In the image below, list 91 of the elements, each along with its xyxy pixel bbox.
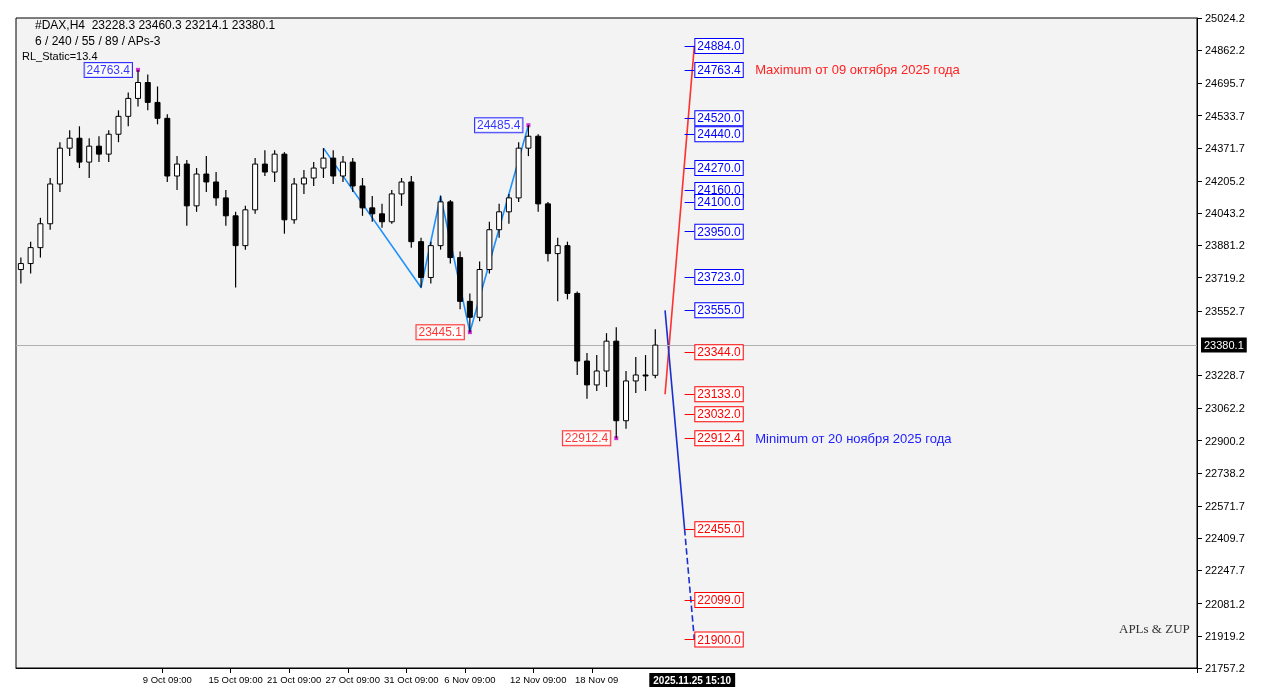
x-tick-label: 12 Nov 09:00 <box>509 673 567 685</box>
y-tick-label: 24533.7 <box>1205 109 1245 122</box>
candlestick <box>379 203 386 229</box>
y-tick-label: 23881.2 <box>1205 239 1245 252</box>
candlestick <box>154 85 161 125</box>
y-tick-label: 23062.2 <box>1205 402 1245 415</box>
ref-line-label: 22099.0 <box>697 593 742 607</box>
chart-title: #DAX,H4 23228.3 23460.3 23214.1 23380.1 <box>35 18 276 32</box>
data-label: 24485.4 <box>477 118 521 133</box>
candlestick <box>115 109 122 143</box>
ref-line-label: 23133.0 <box>697 387 742 402</box>
y-tick-label: 21757.2 <box>1205 662 1245 674</box>
candlestick <box>369 195 376 223</box>
ref-line-label: 24100.0 <box>697 194 742 209</box>
candlestick <box>583 352 590 400</box>
candlestick <box>349 157 356 193</box>
data-label: 22912.4 <box>564 431 609 446</box>
x-tick-label: 9 Oct 09:00 <box>142 673 192 685</box>
ref-line-label: 22912.4 <box>697 431 742 446</box>
y-tick-label: 22900.2 <box>1205 434 1245 447</box>
annotation: RL_Static=13.4 <box>22 49 98 62</box>
candlestick <box>339 155 346 183</box>
ref-line-label: 21900.0 <box>697 632 742 647</box>
data-label: 24763.4 <box>86 62 131 77</box>
ref-line-label: 24440.0 <box>697 127 742 142</box>
text: 2025.11.25 15:10 <box>653 674 732 686</box>
ref-line-label: 23344.0 <box>697 345 742 360</box>
y-tick-label: 22409.7 <box>1205 532 1245 545</box>
candlestick <box>554 237 561 302</box>
candlestick <box>496 203 503 239</box>
candlestick <box>203 155 210 193</box>
candlestick <box>125 91 132 127</box>
y-tick-label: 24862.2 <box>1205 44 1245 57</box>
y-tick-label: 21919.2 <box>1205 629 1245 642</box>
y-tick-label: 22571.7 <box>1205 499 1245 512</box>
x-tick-label: 18 Nov 09 <box>575 673 619 685</box>
x-tick-label: 15 Oct 09:00 <box>208 673 263 685</box>
candlestick <box>398 177 405 207</box>
candlestick <box>505 193 512 225</box>
candlestick <box>95 135 102 163</box>
candlestick <box>144 73 151 111</box>
candlestick <box>271 149 278 183</box>
candlestick <box>632 356 639 394</box>
x-tick-label: 6 Nov 09:00 <box>444 673 496 685</box>
ref-line-label: 24270.0 <box>697 161 742 176</box>
data-label: 23445.1 <box>418 325 463 340</box>
candlestick <box>222 189 229 227</box>
x-tick-label: 31 Oct 09:00 <box>384 673 439 685</box>
y-tick-label: 22738.2 <box>1205 466 1245 479</box>
ref-line-label: 24763.4 <box>697 62 742 77</box>
y-tick-label: 23719.2 <box>1205 271 1245 284</box>
ref-line-label: 22455.0 <box>697 522 742 537</box>
candlestick <box>86 137 93 179</box>
x-tick-label: 27 Oct 09:00 <box>325 673 380 685</box>
y-tick-label: 22081.2 <box>1205 597 1245 610</box>
ref-line-label: 24160.0 <box>697 182 742 197</box>
y-tick-label: 24695.7 <box>1205 77 1245 90</box>
ref-line-label: 24520.0 <box>697 111 742 126</box>
x-tick-label: 21 Oct 09:00 <box>266 673 322 685</box>
y-tick-label: 24205.2 <box>1205 174 1245 187</box>
ref-line-label: 23032.0 <box>697 407 742 422</box>
ref-line-label: 24884.0 <box>697 38 742 53</box>
candlestick <box>261 149 268 177</box>
ref-line-label: 23723.0 <box>697 269 742 284</box>
candlestick <box>174 155 181 191</box>
candlestick <box>213 171 220 207</box>
candlestick <box>105 129 112 163</box>
candlestick <box>593 354 600 392</box>
text: 6 / 240 / 55 / 89 / APs-3 <box>35 34 161 48</box>
candlestick <box>66 129 73 157</box>
ref-line-label: 23950.0 <box>697 224 742 239</box>
candlestick <box>642 354 649 392</box>
candlestick <box>310 161 317 187</box>
ref-line-label: 23555.0 <box>697 303 742 318</box>
candlestick <box>300 169 307 195</box>
y-tick-label: 25024.2 <box>1205 12 1245 24</box>
candlestick <box>330 149 337 185</box>
candlestick <box>76 125 83 169</box>
ref-line-label: 23380.1 <box>1204 339 1244 352</box>
y-tick-label: 24043.2 <box>1205 207 1245 220</box>
candlestick <box>320 147 327 179</box>
y-tick-label: 24371.7 <box>1205 141 1245 154</box>
y-tick-label: 23228.7 <box>1205 369 1245 382</box>
annotation: APLs & ZUP <box>1119 621 1190 636</box>
y-tick-label: 23552.7 <box>1205 304 1245 317</box>
candlestick <box>359 177 366 217</box>
candlestick <box>27 241 34 275</box>
candlestick <box>37 217 44 259</box>
annotation: Minimum от 20 ноября 2025 года <box>755 430 953 446</box>
y-tick-label: 22247.7 <box>1205 564 1245 577</box>
annotation: Maximum от 09 октября 2025 года <box>755 62 961 78</box>
